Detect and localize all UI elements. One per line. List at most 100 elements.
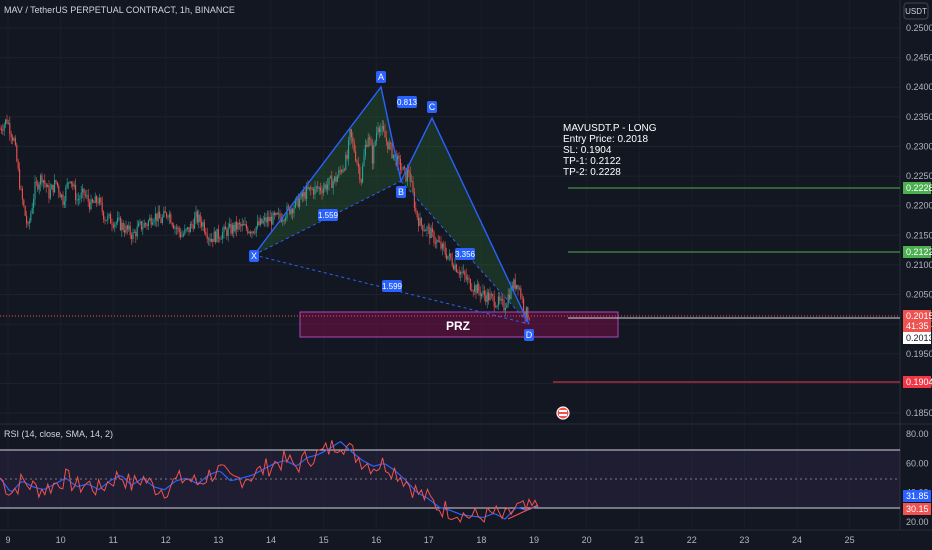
candle-body bbox=[450, 253, 452, 259]
bcd-triangle-fill bbox=[401, 118, 529, 324]
candle-body bbox=[332, 181, 334, 189]
candle-body bbox=[510, 285, 512, 299]
sl-price-text: 0.1904 bbox=[906, 377, 932, 387]
candle-body bbox=[241, 224, 243, 227]
candle-body bbox=[129, 225, 131, 236]
candle-body bbox=[110, 214, 112, 224]
time-tick-label: 14 bbox=[266, 535, 276, 545]
rsi-tick-label: 60.00 bbox=[906, 458, 929, 468]
price-tick-label: 0.1850 bbox=[906, 408, 932, 418]
price-tick-label: 0.2150 bbox=[906, 230, 932, 240]
candle-body bbox=[70, 181, 72, 184]
candle-body bbox=[385, 137, 387, 142]
candle-body bbox=[108, 214, 110, 216]
candle-body bbox=[488, 292, 490, 301]
candle-body bbox=[153, 219, 155, 223]
symbol-title[interactable]: MAV / TetherUS PERPETUAL CONTRACT, 1h, B… bbox=[4, 5, 235, 15]
candle-body bbox=[0, 128, 2, 131]
time-tick-label: 12 bbox=[161, 535, 171, 545]
candle-body bbox=[203, 222, 205, 232]
candle-body bbox=[443, 243, 445, 248]
candle-body bbox=[206, 234, 208, 239]
candle-body bbox=[2, 130, 4, 132]
candle-body bbox=[282, 219, 284, 222]
candle-body bbox=[369, 137, 371, 140]
candle-body bbox=[401, 169, 403, 171]
rsi-label[interactable]: RSI (14, close, SMA, 14, 2) bbox=[4, 429, 113, 439]
candle-body bbox=[243, 224, 245, 226]
price-tick-label: 0.2050 bbox=[906, 290, 932, 300]
harmonic-pattern[interactable] bbox=[253, 85, 530, 325]
tp2-price-tag bbox=[903, 182, 931, 194]
candle-body bbox=[311, 189, 313, 190]
candle-body bbox=[37, 182, 39, 190]
candle-body bbox=[240, 224, 242, 227]
candle-body bbox=[175, 227, 177, 229]
candle-body bbox=[195, 211, 197, 218]
news-flag-icon[interactable] bbox=[556, 406, 570, 420]
candle-body bbox=[313, 189, 315, 195]
candle-body bbox=[97, 202, 99, 204]
candle-body bbox=[19, 168, 21, 189]
candle-body bbox=[265, 217, 267, 223]
candle-body bbox=[304, 191, 306, 200]
ratio-xab-box bbox=[397, 96, 417, 108]
candle-body bbox=[6, 119, 8, 124]
candle-body bbox=[42, 180, 44, 183]
point-x-label: X bbox=[251, 251, 257, 261]
price-tick-label: 0.2100 bbox=[906, 260, 932, 270]
candle-body bbox=[423, 230, 425, 232]
candle-body bbox=[205, 231, 207, 235]
candle-body bbox=[329, 176, 331, 178]
candle-body bbox=[446, 254, 448, 260]
candle-body bbox=[132, 232, 134, 240]
candle-body bbox=[14, 138, 16, 145]
currency-button[interactable] bbox=[903, 2, 929, 20]
candle-body bbox=[500, 299, 502, 301]
candle-body bbox=[371, 145, 373, 164]
candle-body bbox=[514, 279, 516, 289]
candle-body bbox=[251, 231, 253, 234]
time-tick-label: 15 bbox=[319, 535, 329, 545]
candle-body bbox=[138, 223, 140, 227]
candle-body bbox=[502, 299, 504, 300]
candle-body bbox=[122, 222, 124, 230]
candle-body bbox=[164, 211, 166, 213]
candle-body bbox=[495, 306, 497, 308]
candle-body bbox=[496, 305, 498, 308]
point-a-label: A bbox=[378, 72, 384, 82]
candle-body bbox=[458, 272, 460, 275]
candle-body bbox=[244, 224, 246, 226]
candle-body bbox=[104, 219, 106, 221]
candle-body bbox=[283, 219, 285, 221]
candle-body bbox=[482, 290, 484, 294]
candle-body bbox=[359, 167, 361, 180]
candle-body bbox=[259, 218, 261, 225]
candle-body bbox=[245, 224, 247, 229]
candle-body bbox=[503, 299, 505, 311]
candle-body bbox=[507, 294, 509, 305]
candle-body bbox=[293, 207, 295, 214]
candle-body bbox=[40, 175, 42, 185]
point-a-box bbox=[376, 71, 386, 83]
currency-button-label[interactable]: USDT bbox=[905, 7, 927, 16]
candle-body bbox=[422, 225, 424, 231]
rsi-tick-label: 80.00 bbox=[906, 429, 929, 439]
tp1-price-text: 0.2122 bbox=[906, 247, 932, 257]
candle-body bbox=[471, 289, 473, 291]
candle-body bbox=[367, 137, 369, 147]
candle-body bbox=[173, 225, 175, 229]
candle-body bbox=[255, 226, 257, 233]
candle-body bbox=[105, 220, 107, 222]
candle-body bbox=[518, 288, 520, 290]
candle-body bbox=[168, 214, 170, 218]
candle-body bbox=[419, 218, 421, 226]
bd-leg bbox=[400, 180, 530, 325]
candle-body bbox=[416, 210, 418, 218]
candle-body bbox=[513, 279, 515, 289]
time-tick-label: 17 bbox=[424, 535, 434, 545]
trade-note-line4: TP-1: 0.2122 bbox=[563, 156, 621, 167]
candle-body bbox=[353, 142, 355, 152]
candle-body bbox=[409, 172, 411, 182]
